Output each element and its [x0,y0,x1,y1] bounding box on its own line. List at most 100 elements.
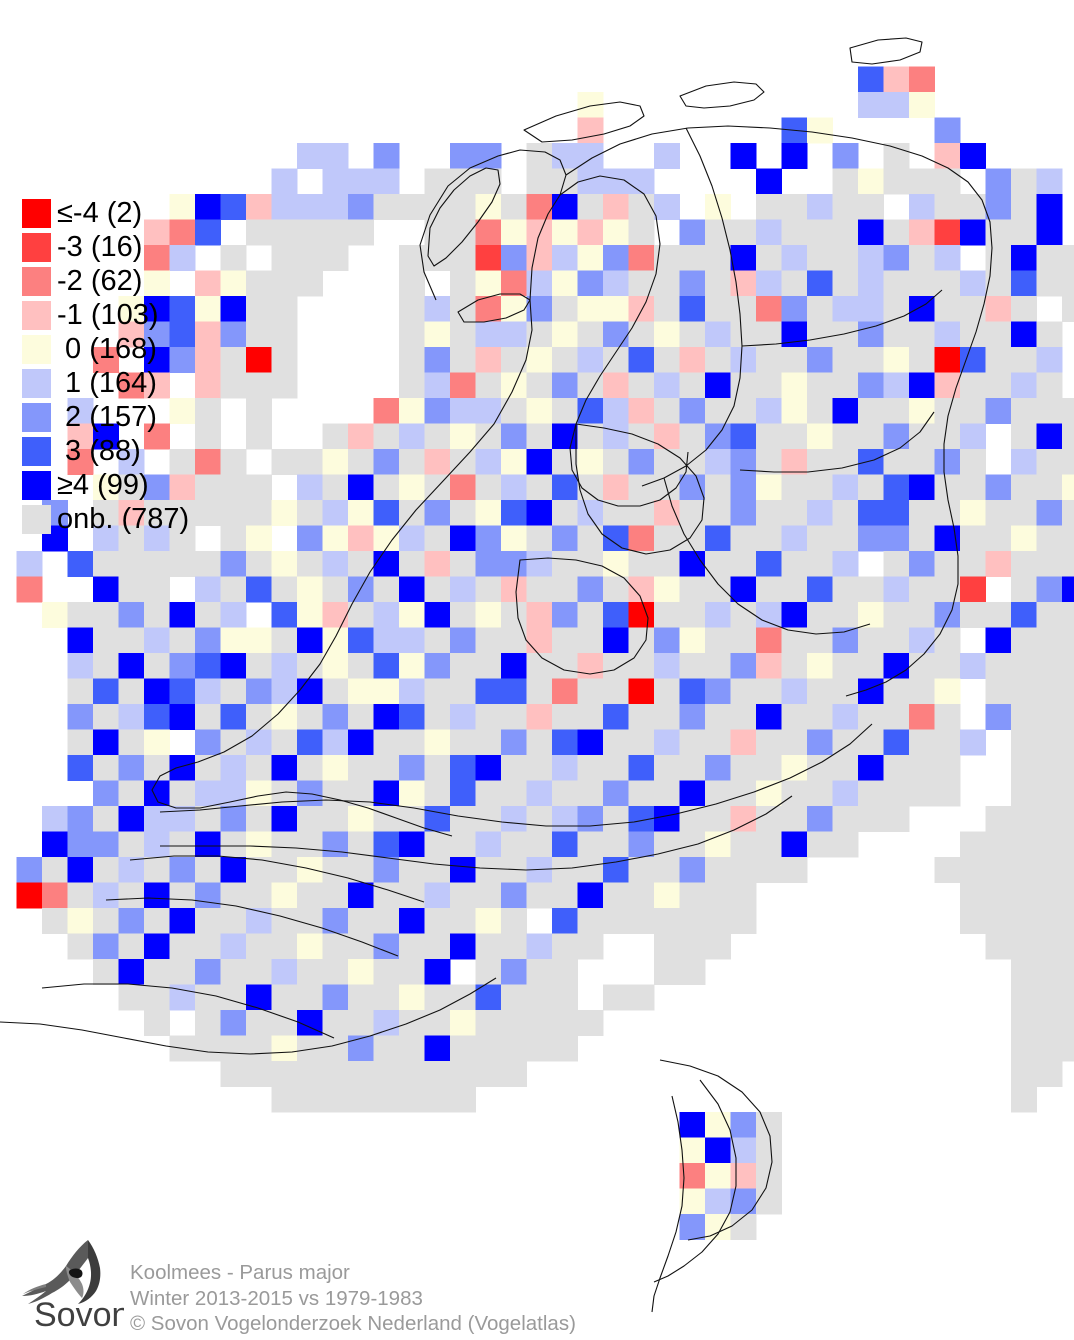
map-grid-cell[interactable] [1011,551,1037,577]
map-grid-cell[interactable] [399,270,425,297]
map-grid-cell[interactable] [577,704,604,730]
map-grid-cell[interactable] [450,1061,476,1087]
map-grid-cell[interactable] [169,857,196,883]
map-grid-cell[interactable] [552,576,578,603]
map-grid-cell[interactable] [373,194,400,220]
map-grid-cell[interactable] [832,296,859,322]
map-grid-cell[interactable] [475,882,502,909]
map-grid-cell[interactable] [807,219,833,246]
map-grid-cell[interactable] [654,449,680,475]
map-grid-cell[interactable] [985,882,1012,909]
map-grid-cell[interactable] [348,959,374,985]
map-grid-cell[interactable] [1062,551,1074,577]
map-grid-cell[interactable] [730,474,757,501]
map-grid-cell[interactable] [552,806,578,832]
map-grid-cell[interactable] [67,678,94,705]
map-grid-cell[interactable] [475,1035,502,1062]
map-grid-cell[interactable] [1036,423,1063,450]
map-grid-cell[interactable] [909,194,935,220]
map-grid-cell[interactable] [679,245,706,271]
map-grid-cell[interactable] [985,270,1012,297]
map-grid-cell[interactable] [577,449,604,475]
map-grid-cell[interactable] [1062,474,1074,501]
map-grid-cell[interactable] [603,755,629,781]
map-grid-cell[interactable] [756,168,782,195]
map-grid-cell[interactable] [883,780,910,807]
map-grid-cell[interactable] [654,653,680,679]
map-grid-cell[interactable] [654,704,680,730]
map-grid-cell[interactable] [909,398,935,424]
map-grid-cell[interactable] [526,219,553,246]
map-grid-cell[interactable] [424,1061,451,1087]
map-grid-cell[interactable] [858,525,884,552]
map-grid-cell[interactable] [577,780,604,807]
map-grid-cell[interactable] [883,500,910,526]
map-grid-cell[interactable] [1062,908,1074,934]
map-grid-cell[interactable] [730,780,757,807]
map-grid-cell[interactable] [985,678,1012,705]
map-grid-cell[interactable] [577,933,604,960]
map-grid-cell[interactable] [577,602,604,628]
map-grid-cell[interactable] [832,551,859,577]
map-grid-cell[interactable] [552,449,578,475]
map-grid-cell[interactable] [424,1035,451,1062]
map-grid-cell[interactable] [169,653,196,679]
map-grid-cell[interactable] [501,908,527,934]
map-grid-cell[interactable] [756,755,782,781]
map-grid-cell[interactable] [781,704,808,730]
map-grid-cell[interactable] [883,245,910,271]
map-grid-cell[interactable] [1062,755,1074,781]
map-grid-cell[interactable] [322,933,349,960]
map-grid-cell[interactable] [246,500,272,526]
map-grid-cell[interactable] [1036,780,1063,807]
map-grid-cell[interactable] [1036,168,1063,195]
map-grid-cell[interactable] [679,627,706,654]
map-grid-cell[interactable] [399,755,425,781]
map-grid-cell[interactable] [909,270,935,297]
map-grid-cell[interactable] [807,551,833,577]
map-grid-cell[interactable] [1062,602,1074,628]
map-grid-cell[interactable] [858,270,884,297]
map-grid-cell[interactable] [1011,1086,1037,1113]
map-grid-cell[interactable] [807,525,833,552]
map-grid-cell[interactable] [1036,959,1063,985]
map-grid-cell[interactable] [322,551,349,577]
map-grid-cell[interactable] [220,296,247,322]
map-grid-cell[interactable] [297,194,323,220]
map-grid-cell[interactable] [348,219,374,246]
map-grid-cell[interactable] [475,959,502,985]
map-grid-cell[interactable] [577,806,604,832]
map-grid-cell[interactable] [781,551,808,577]
map-grid-cell[interactable] [246,398,272,424]
map-grid-cell[interactable] [67,729,94,756]
map-grid-cell[interactable] [144,678,170,705]
map-grid-cell[interactable] [322,194,349,220]
map-grid-cell[interactable] [450,372,476,399]
map-grid-cell[interactable] [348,576,374,603]
map-grid-cell[interactable] [450,143,476,169]
map-grid-cell[interactable] [373,602,400,628]
map-grid-cell[interactable] [705,194,731,220]
map-grid-cell[interactable] [144,882,170,909]
map-grid-cell[interactable] [322,653,349,679]
map-grid-cell[interactable] [1062,423,1074,450]
map-grid-cell[interactable] [501,500,527,526]
map-grid-cell[interactable] [450,423,476,450]
map-grid-cell[interactable] [118,602,145,628]
map-grid-cell[interactable] [450,449,476,475]
map-grid-cell[interactable] [195,627,221,654]
map-grid-cell[interactable] [730,372,757,399]
map-grid-cell[interactable] [373,474,400,501]
map-grid-cell[interactable] [1062,729,1074,756]
map-grid-cell[interactable] [450,474,476,501]
map-grid-cell[interactable] [526,194,553,220]
map-grid-cell[interactable] [781,857,808,883]
map-grid-cell[interactable] [832,780,859,807]
map-grid-cell[interactable] [1036,576,1063,603]
map-grid-cell[interactable] [909,449,935,475]
map-grid-cell[interactable] [730,347,757,373]
map-grid-cell[interactable] [858,576,884,603]
map-grid-cell[interactable] [552,551,578,577]
map-grid-cell[interactable] [373,1061,400,1087]
map-grid-cell[interactable] [832,831,859,858]
